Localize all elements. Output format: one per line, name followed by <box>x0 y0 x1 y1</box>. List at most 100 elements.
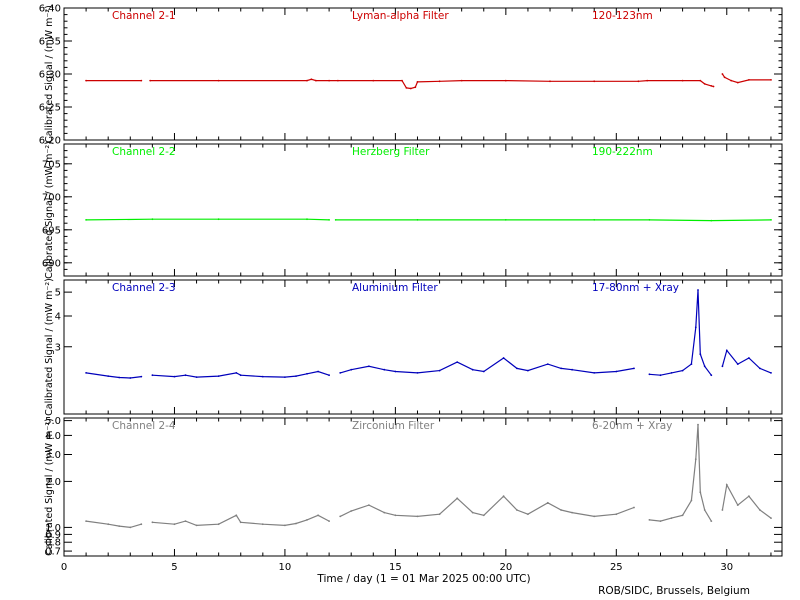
data-point <box>339 372 342 374</box>
data-point <box>759 367 761 370</box>
data-point <box>195 376 198 378</box>
data-point <box>736 504 739 506</box>
x-tick-label: 5 <box>171 562 177 573</box>
data-point <box>712 85 715 88</box>
panel-filter-label: Lyman-alpha Filter <box>352 10 449 22</box>
data-point <box>748 495 750 498</box>
data-point <box>703 83 706 85</box>
credit-text: ROB/SIDC, Brussels, Belgium <box>598 585 750 597</box>
data-point <box>648 219 651 221</box>
data-point <box>350 368 353 371</box>
data-point <box>527 369 529 372</box>
data-point <box>416 81 419 83</box>
data-point <box>546 363 549 365</box>
data-point <box>725 483 728 486</box>
data-point <box>306 79 308 82</box>
data-point <box>129 526 132 529</box>
data-point <box>697 289 699 291</box>
data-point <box>571 511 573 514</box>
series-line <box>152 514 330 527</box>
data-point <box>217 375 220 377</box>
y-tick-label: 690 <box>42 258 61 269</box>
data-point <box>184 520 187 522</box>
series-line <box>721 349 772 374</box>
x-tick-label: 0 <box>61 562 67 573</box>
data-point <box>721 509 724 511</box>
data-point <box>295 522 297 525</box>
y-tick-label: 700 <box>42 192 61 203</box>
data-point <box>502 495 505 498</box>
data-point <box>409 87 412 90</box>
panel-channel-label: Channel 2-3 <box>112 282 176 294</box>
data-point <box>699 353 702 355</box>
data-point <box>659 520 662 522</box>
y-tick-label: 5.0 <box>45 416 61 427</box>
series-line <box>721 482 772 519</box>
data-point <box>261 375 264 378</box>
data-point <box>681 79 684 82</box>
panel-band-label: 190-222nm <box>592 146 653 158</box>
data-point <box>699 79 702 82</box>
series-line <box>649 289 712 376</box>
plot-frame <box>63 417 783 557</box>
panel-band-label: 17-80nm + Xray <box>592 282 679 294</box>
data-point <box>383 511 386 514</box>
data-point <box>140 79 143 82</box>
data-point <box>173 375 176 378</box>
x-tick-label: 10 <box>279 562 292 573</box>
y-tick-label: 5 <box>55 288 61 299</box>
data-point <box>694 326 697 329</box>
plot-frame <box>63 143 783 277</box>
data-point <box>593 80 596 83</box>
panel-filter-label: Aluminium Filter <box>352 282 438 294</box>
data-point <box>560 367 562 370</box>
data-point <box>306 218 308 221</box>
data-point <box>748 357 750 359</box>
data-point <box>328 219 330 221</box>
data-point <box>659 374 662 377</box>
y-axis-label: Calibrated Signal / (mW m⁻²) <box>44 141 55 279</box>
x-tick-label: 30 <box>720 562 733 573</box>
y-tick-label: 4.0 <box>45 431 61 442</box>
data-point <box>560 509 562 511</box>
data-point <box>149 79 152 82</box>
data-point <box>748 79 750 81</box>
data-point <box>315 79 317 82</box>
data-point <box>317 370 319 373</box>
series-line <box>86 372 142 379</box>
data-point <box>235 514 238 517</box>
data-point <box>736 81 739 84</box>
data-point <box>460 79 463 82</box>
data-point <box>235 372 238 374</box>
data-point <box>721 365 724 368</box>
data-point <box>546 501 549 504</box>
data-point <box>306 519 308 521</box>
data-point <box>593 372 596 374</box>
data-point <box>372 79 375 82</box>
data-point <box>151 218 154 221</box>
data-point <box>736 363 739 365</box>
data-point <box>339 515 342 518</box>
data-point <box>107 523 110 526</box>
data-point <box>184 374 187 377</box>
data-point <box>310 78 313 81</box>
data-point <box>670 517 673 519</box>
data-point <box>416 372 419 374</box>
data-point <box>710 85 713 87</box>
panel-filter-label: Zirconium Filter <box>352 420 435 432</box>
series-line <box>721 73 771 84</box>
series-line <box>152 370 330 378</box>
data-point <box>770 517 772 519</box>
data-point <box>118 525 121 527</box>
data-point <box>118 376 121 379</box>
data-point <box>438 80 441 83</box>
y-tick-label: 6.30 <box>39 70 61 81</box>
y-axis-label: Calibrated Signal / (mW m⁻²) <box>44 278 55 416</box>
y-tick-label: 2.0 <box>45 477 61 488</box>
data-point <box>593 515 596 518</box>
panel-4: 0 5 10 15 20 25 30 0.70.80.91.0 2.0 3.0 4.0 5.0Cali… <box>44 416 783 573</box>
